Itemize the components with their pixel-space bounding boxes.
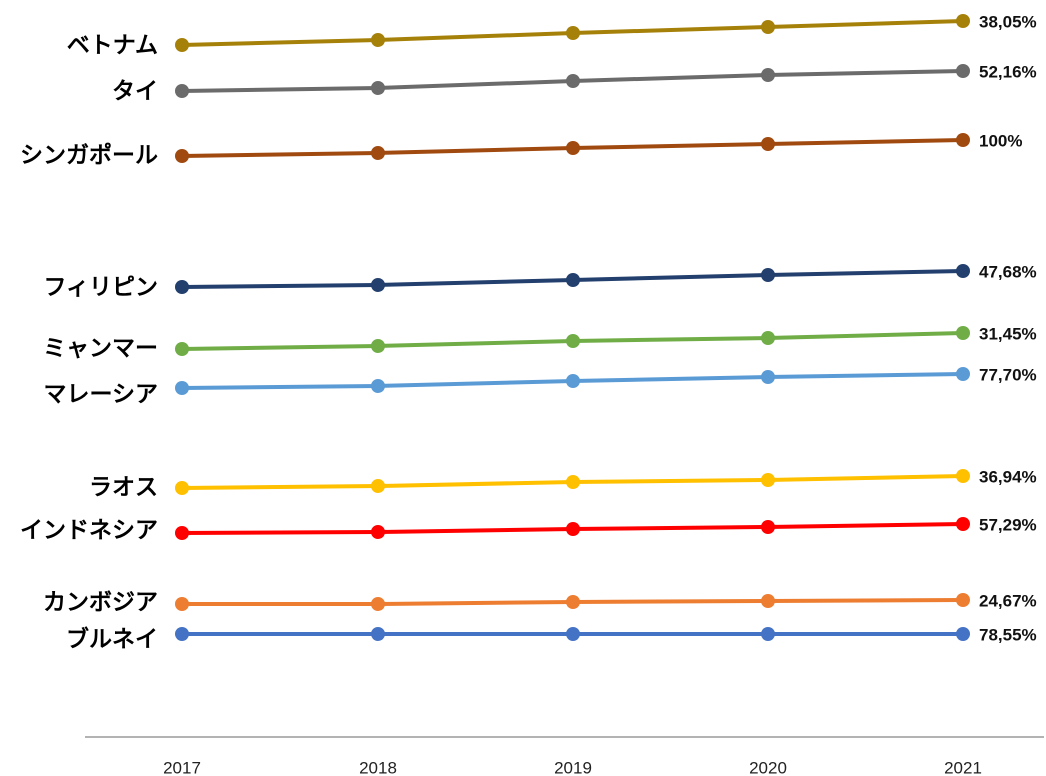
- data-point: [566, 595, 580, 609]
- data-point: [956, 14, 970, 28]
- data-point: [371, 278, 385, 292]
- data-point: [566, 273, 580, 287]
- data-point: [566, 374, 580, 388]
- data-point: [761, 68, 775, 82]
- x-axis-ticks: 2017 2018 2019 2020 2021: [163, 758, 982, 776]
- x-tick-label: 2020: [749, 758, 787, 776]
- end-value-label: 47,68%: [979, 262, 1037, 281]
- series-8: インドネシア 57,29%: [20, 515, 1037, 543]
- data-point: [761, 370, 775, 384]
- data-point: [956, 593, 970, 607]
- data-point: [371, 597, 385, 611]
- data-point: [175, 381, 189, 395]
- series-name-label: インドネシア: [20, 518, 158, 544]
- data-point: [956, 133, 970, 147]
- data-point: [371, 525, 385, 539]
- data-point: [566, 475, 580, 489]
- data-point: [761, 520, 775, 534]
- data-point: [175, 342, 189, 356]
- x-tick-label: 2018: [359, 758, 397, 776]
- series-name-label: ミャンマー: [43, 336, 158, 362]
- series-10: ブルネイ 78,55%: [66, 625, 1037, 652]
- end-value-label: 36,94%: [979, 467, 1037, 486]
- series-3: シンガポール 100%: [20, 131, 1022, 168]
- end-value-label: 78,55%: [979, 625, 1037, 644]
- data-point: [371, 339, 385, 353]
- data-point: [956, 517, 970, 531]
- series-1: ベトナム 38,05%: [67, 12, 1037, 58]
- series-name-label: タイ: [112, 79, 158, 105]
- series-layer: ベトナム 38,05% タイ 52,16% シンガポール 100% フィリピン 47,68% ミ…: [20, 12, 1037, 652]
- data-point: [371, 33, 385, 47]
- data-point: [761, 331, 775, 345]
- end-value-label: 31,45%: [979, 324, 1037, 343]
- end-value-label: 77,70%: [979, 365, 1037, 384]
- data-point: [371, 81, 385, 95]
- series-name-label: ラオス: [89, 475, 158, 501]
- data-point: [175, 84, 189, 98]
- end-value-label: 52,16%: [979, 62, 1037, 81]
- series-name-label: シンガポール: [20, 142, 158, 169]
- data-point: [956, 64, 970, 78]
- data-point: [566, 522, 580, 536]
- end-value-label: 38,05%: [979, 12, 1037, 31]
- data-point: [956, 469, 970, 483]
- data-point: [761, 268, 775, 282]
- data-point: [566, 26, 580, 40]
- data-point: [566, 141, 580, 155]
- data-point: [566, 334, 580, 348]
- data-point: [761, 137, 775, 151]
- data-point: [175, 280, 189, 294]
- data-point: [371, 379, 385, 393]
- x-tick-label: 2021: [944, 758, 982, 776]
- data-point: [175, 149, 189, 163]
- series-name-label: カンボジア: [43, 590, 158, 616]
- series-6: マレーシア 77,70%: [43, 365, 1036, 407]
- data-point: [371, 146, 385, 160]
- data-point: [956, 627, 970, 641]
- series-name-label: ブルネイ: [66, 626, 158, 653]
- x-tick-label: 2019: [554, 758, 592, 776]
- end-value-label: 24,67%: [979, 591, 1037, 610]
- series-name-label: ベトナム: [67, 33, 158, 59]
- data-point: [175, 597, 189, 611]
- end-value-label: 100%: [979, 131, 1022, 150]
- series-9: カンボジア 24,67%: [43, 590, 1037, 616]
- data-point: [761, 594, 775, 608]
- data-point: [956, 326, 970, 340]
- data-point: [175, 627, 189, 641]
- data-point: [761, 627, 775, 641]
- data-point: [956, 367, 970, 381]
- data-point: [761, 473, 775, 487]
- x-tick-label: 2017: [163, 758, 201, 776]
- data-point: [175, 481, 189, 495]
- data-point: [566, 74, 580, 88]
- series-2: タイ 52,16%: [112, 62, 1037, 104]
- data-point: [956, 264, 970, 278]
- end-value-label: 57,29%: [979, 515, 1037, 534]
- data-point: [175, 526, 189, 540]
- data-point: [175, 38, 189, 52]
- series-5: ミャンマー 31,45%: [43, 324, 1037, 361]
- series-name-label: フィリピン: [43, 275, 158, 301]
- series-7: ラオス 36,94%: [89, 467, 1037, 500]
- data-point: [761, 20, 775, 34]
- data-point: [371, 627, 385, 641]
- series-name-label: マレーシア: [43, 382, 158, 408]
- data-point: [371, 479, 385, 493]
- series-4: フィリピン 47,68%: [43, 262, 1036, 300]
- data-point: [566, 627, 580, 641]
